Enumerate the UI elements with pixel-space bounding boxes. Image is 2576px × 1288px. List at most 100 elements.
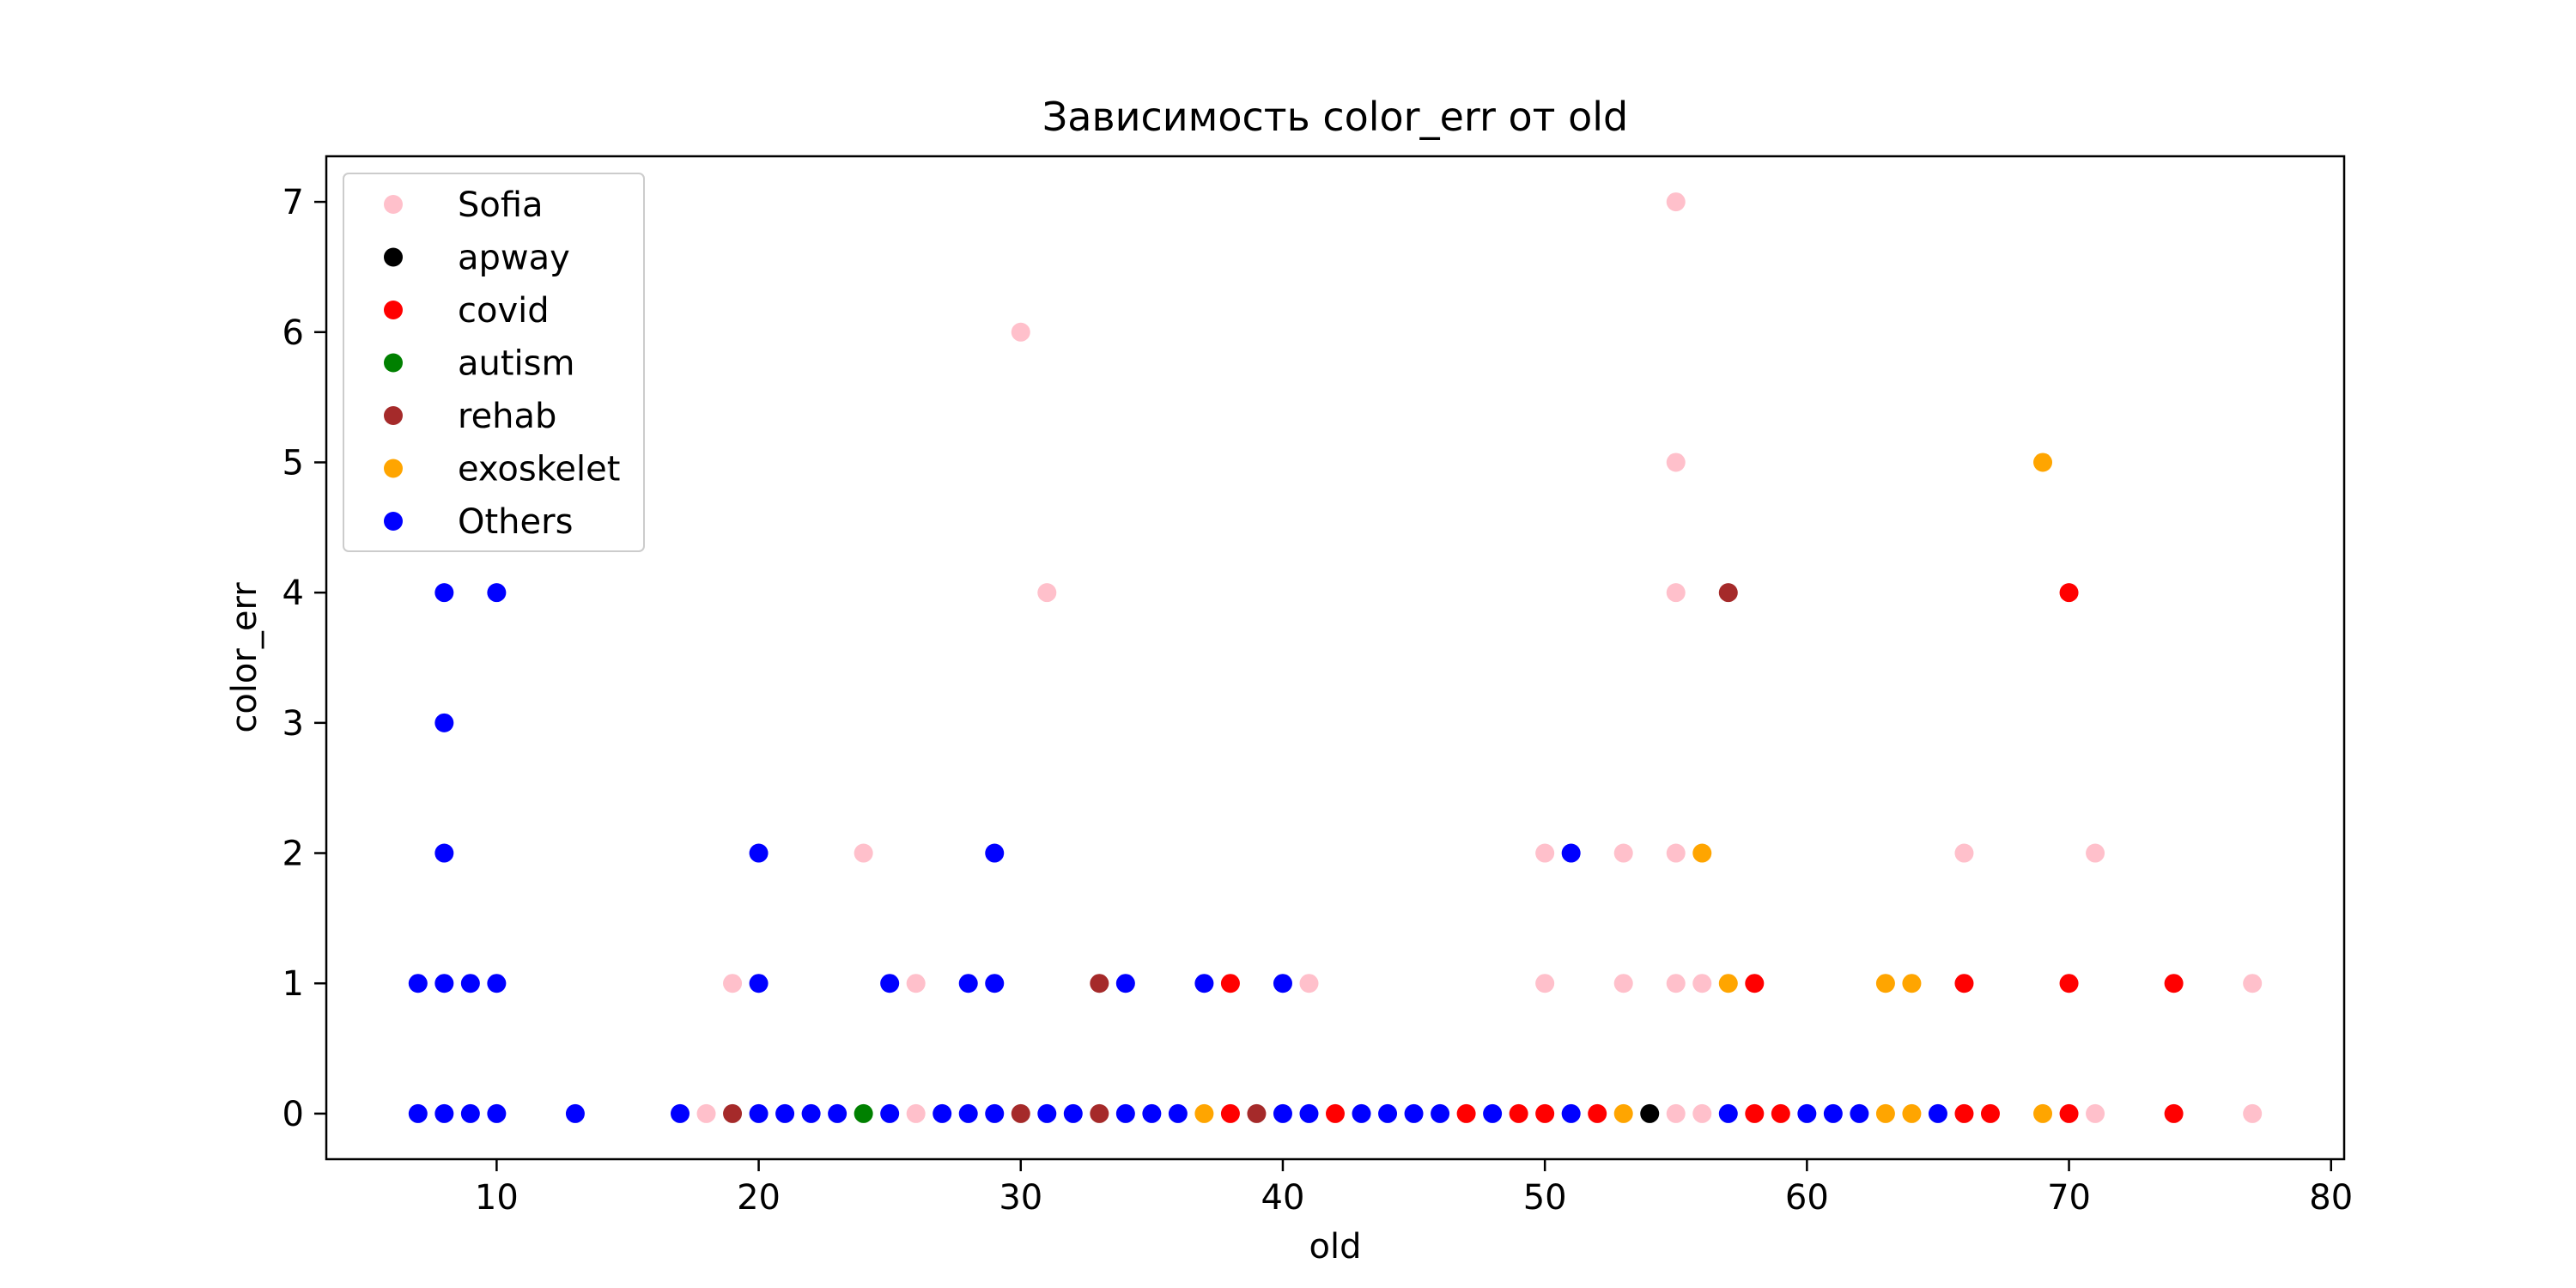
- data-point: [2243, 1103, 2263, 1123]
- data-point: [1666, 974, 1686, 993]
- legend-label: rehab: [458, 397, 556, 436]
- points-layer: [408, 192, 2263, 1123]
- data-point: [1666, 583, 1686, 603]
- data-point: [2164, 974, 2184, 993]
- legend-item: Sofia: [384, 185, 544, 225]
- data-point: [1431, 1103, 1450, 1123]
- data-point: [2086, 843, 2105, 863]
- data-point: [1194, 974, 1214, 993]
- data-point: [408, 974, 428, 993]
- data-point: [775, 1103, 795, 1123]
- data-point: [1692, 974, 1712, 993]
- chart-title: Зависимость color_err от old: [1042, 94, 1628, 140]
- legend-label: Others: [458, 502, 573, 542]
- data-point: [1142, 1103, 1162, 1123]
- y-tick-label: 4: [283, 574, 304, 613]
- data-point: [1954, 843, 1974, 863]
- legend-marker: [384, 406, 403, 425]
- data-point: [749, 1103, 769, 1123]
- data-point: [487, 583, 507, 603]
- data-point: [1326, 1103, 1345, 1123]
- x-tick-label: 30: [999, 1178, 1042, 1218]
- data-point: [958, 1103, 978, 1123]
- data-point: [487, 1103, 507, 1123]
- data-point: [1875, 974, 1895, 993]
- data-point: [1090, 1103, 1109, 1123]
- data-point: [985, 974, 1005, 993]
- y-tick-label: 7: [283, 183, 304, 222]
- data-point: [1561, 1103, 1581, 1123]
- data-point: [1247, 1103, 1267, 1123]
- data-point: [723, 1103, 743, 1123]
- x-tick-label: 60: [1785, 1178, 1829, 1218]
- data-point: [1115, 974, 1135, 993]
- data-point: [1535, 974, 1555, 993]
- data-point: [1168, 1103, 1188, 1123]
- data-point: [1954, 1103, 1974, 1123]
- data-point: [1692, 1103, 1712, 1123]
- data-point: [1011, 322, 1030, 342]
- legend-item: exoskelet: [384, 450, 620, 489]
- data-point: [1771, 1103, 1790, 1123]
- legend-item: apway: [384, 239, 570, 278]
- data-point: [2243, 974, 2263, 993]
- data-point: [906, 1103, 926, 1123]
- legend-label: Sofia: [458, 185, 544, 225]
- x-tick-label: 50: [1523, 1178, 1567, 1218]
- data-point: [1483, 1103, 1503, 1123]
- x-tick-label: 40: [1261, 1178, 1305, 1218]
- legend-marker: [384, 247, 403, 267]
- data-point: [854, 843, 873, 863]
- data-point: [801, 1103, 821, 1123]
- data-point: [408, 1103, 428, 1123]
- legend-label: autism: [458, 344, 574, 384]
- data-point: [1535, 843, 1555, 863]
- data-point: [1928, 1103, 1947, 1123]
- data-point: [985, 1103, 1005, 1123]
- y-tick-label: 6: [283, 313, 304, 353]
- data-point: [565, 1103, 585, 1123]
- data-point: [1850, 1103, 1869, 1123]
- data-point: [1640, 1103, 1660, 1123]
- data-point: [958, 974, 978, 993]
- data-point: [1666, 453, 1686, 472]
- data-point: [1797, 1103, 1817, 1123]
- data-point: [1220, 974, 1240, 993]
- legend-marker: [384, 353, 403, 373]
- data-point: [723, 974, 743, 993]
- data-point: [1980, 1103, 2000, 1123]
- data-point: [1718, 974, 1738, 993]
- data-point: [434, 1103, 454, 1123]
- data-point: [880, 974, 900, 993]
- data-point: [696, 1103, 716, 1123]
- data-point: [434, 713, 454, 732]
- data-point: [1378, 1103, 1398, 1123]
- legend-label: apway: [458, 239, 570, 278]
- series-others: [408, 583, 1947, 1123]
- data-point: [1718, 583, 1738, 603]
- x-tick-label: 10: [475, 1178, 519, 1218]
- data-point: [933, 1103, 952, 1123]
- data-point: [460, 1103, 480, 1123]
- x-axis: 10 20 30 40 50 60 70 80: [475, 1159, 2353, 1218]
- data-point: [1090, 974, 1109, 993]
- data-point: [1011, 1103, 1030, 1123]
- data-point: [1745, 1103, 1765, 1123]
- legend-item: rehab: [384, 397, 556, 436]
- data-point: [1718, 1103, 1738, 1123]
- data-point: [2059, 583, 2079, 603]
- data-point: [1875, 1103, 1895, 1123]
- data-point: [1588, 1103, 1607, 1123]
- data-point: [985, 843, 1005, 863]
- legend-marker: [384, 459, 403, 478]
- data-point: [1299, 974, 1319, 993]
- series-autism: [854, 1103, 873, 1123]
- data-point: [460, 974, 480, 993]
- data-point: [2033, 453, 2053, 472]
- data-point: [1535, 1103, 1555, 1123]
- data-point: [854, 1103, 873, 1123]
- y-axis-label: color_err: [225, 582, 264, 733]
- y-tick-label: 1: [283, 964, 304, 1004]
